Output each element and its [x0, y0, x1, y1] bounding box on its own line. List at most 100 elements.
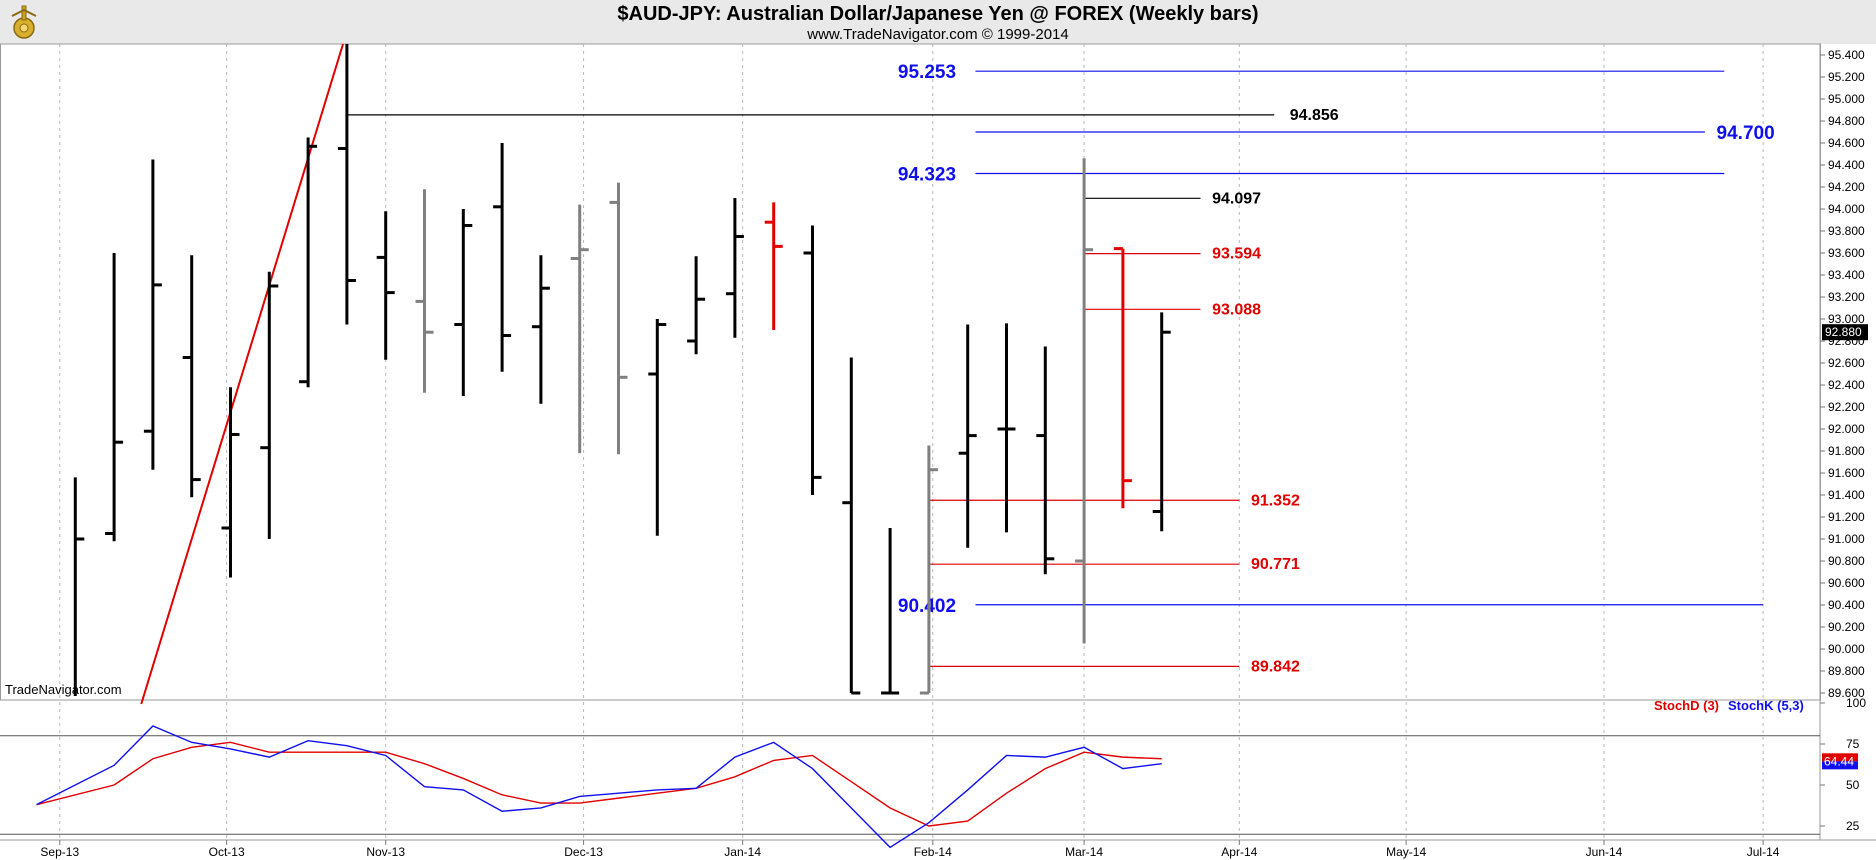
- level-label: 93.088: [1212, 301, 1261, 318]
- ohlc-bar: [182, 255, 201, 498]
- ohlc-bar: [105, 253, 124, 542]
- legend-stochk: StochK (5,3): [1728, 698, 1804, 713]
- y-tick-label: 93.600: [1828, 246, 1865, 260]
- title-bar: [0, 0, 1876, 44]
- y-tick-label: 92.600: [1828, 356, 1865, 370]
- ohlc-bar: [1152, 312, 1171, 532]
- ohlc-bar: [337, 44, 356, 325]
- x-tick-label: May-14: [1386, 845, 1426, 859]
- y-tick-label: 91.800: [1828, 444, 1865, 458]
- y-tick-label: 90.200: [1828, 620, 1865, 634]
- stochk-line: [36, 725, 1162, 849]
- y-tick-label: 91.400: [1828, 488, 1865, 502]
- ohlc-bar: [570, 204, 589, 454]
- x-tick-label: Oct-13: [209, 845, 245, 859]
- y-tick-label: 90.400: [1828, 598, 1865, 612]
- y-tick-label: 91.200: [1828, 510, 1865, 524]
- ohlc-bar: [299, 137, 318, 388]
- y-tick-label: 92.400: [1828, 378, 1865, 392]
- ohlc-bar: [687, 256, 706, 355]
- x-tick-label: Jan-14: [724, 845, 761, 859]
- y-tick-label: 95.000: [1828, 92, 1865, 106]
- stoch-last-label: 64.44: [1824, 754, 1854, 768]
- watermark-text: TradeNavigator.com: [5, 682, 122, 697]
- ohlc-bar: [376, 211, 395, 360]
- y-tick-label: 89.800: [1828, 664, 1865, 678]
- ohlc-bar: [803, 225, 822, 495]
- chart-title: $AUD-JPY: Australian Dollar/Japanese Yen…: [617, 3, 1259, 25]
- y-tick-label: 90.800: [1828, 554, 1865, 568]
- trade-navigator-logo-icon: [11, 5, 37, 39]
- last-price-box: [1822, 324, 1868, 341]
- ohlc-bars: [73, 44, 1171, 696]
- stoch-y-tick-label: 50: [1846, 778, 1860, 792]
- ohlc-bar: [725, 198, 744, 338]
- ohlc-bar: [1113, 247, 1132, 509]
- level-label: 89.842: [1251, 658, 1300, 675]
- y-tick-label: 93.200: [1828, 290, 1865, 304]
- level-label: 94.097: [1212, 190, 1261, 207]
- x-tick-label: Feb-14: [914, 845, 952, 859]
- y-tick-label: 94.400: [1828, 158, 1865, 172]
- x-tick-label: Apr-14: [1221, 845, 1257, 859]
- ohlc-bar: [997, 323, 1016, 533]
- chart-subtitle: www.TradeNavigator.com © 1999-2014: [807, 26, 1069, 43]
- ohlc-bar: [609, 182, 628, 455]
- level-label: 94.323: [898, 164, 956, 185]
- ohlc-bar: [842, 357, 861, 695]
- stoch-last-box-bottom: [1822, 761, 1858, 770]
- level-label: 95.253: [898, 62, 956, 83]
- stoch-last-box-top: [1822, 753, 1858, 762]
- y-tick-label: 91.000: [1828, 532, 1865, 546]
- y-tick-label: 89.600: [1828, 686, 1865, 700]
- y-tick-label: 93.000: [1828, 312, 1865, 326]
- y-tick-label: 92.000: [1828, 422, 1865, 436]
- level-label: 90.771: [1251, 556, 1300, 573]
- y-tick-label: 92.200: [1828, 400, 1865, 414]
- x-tick-label: Jun-14: [1586, 845, 1623, 859]
- y-tick-label: 94.200: [1828, 180, 1865, 194]
- y-tick-label: 94.000: [1828, 202, 1865, 216]
- ohlc-bar: [415, 189, 434, 393]
- ohlc-bar: [881, 528, 900, 695]
- ohlc-bar: [919, 445, 938, 695]
- y-tick-label: 94.600: [1828, 136, 1865, 150]
- level-label: 94.700: [1717, 123, 1775, 144]
- y-tick-label: 90.600: [1828, 576, 1865, 590]
- level-label: 93.594: [1212, 246, 1261, 263]
- level-label: 94.856: [1290, 107, 1339, 124]
- ohlc-bar: [73, 477, 85, 696]
- y-tick-label: 90.000: [1828, 642, 1865, 656]
- x-tick-label: Jul-14: [1747, 845, 1780, 859]
- ohlc-bar: [493, 143, 512, 372]
- stochd-line: [36, 741, 1162, 827]
- ohlc-bar: [764, 202, 783, 330]
- y-tick-label: 93.400: [1828, 268, 1865, 282]
- level-label: 91.352: [1251, 492, 1300, 509]
- x-tick-label: Dec-13: [564, 845, 603, 859]
- stoch-y-tick-label: 25: [1846, 819, 1860, 833]
- stoch-y-tick-label: 100: [1846, 696, 1866, 710]
- x-tick-label: Mar-14: [1065, 845, 1103, 859]
- legend-stochd: StochD (3): [1654, 698, 1719, 713]
- ohlc-bar: [1075, 158, 1094, 644]
- level-label: 90.402: [898, 596, 956, 617]
- x-tick-label: Sep-13: [40, 845, 79, 859]
- x-tick-label: Nov-13: [366, 845, 405, 859]
- y-tick-label: 95.400: [1828, 48, 1865, 62]
- ohlc-bar: [454, 209, 473, 396]
- ohlc-bar: [958, 324, 977, 548]
- ohlc-bar: [531, 255, 550, 404]
- y-tick-label: 93.800: [1828, 224, 1865, 238]
- stoch-y-tick-label: 75: [1846, 737, 1860, 751]
- ohlc-bar: [221, 387, 240, 578]
- ohlc-bar: [143, 159, 162, 470]
- ohlc-bar: [1036, 346, 1055, 575]
- ohlc-bar: [260, 271, 279, 539]
- last-price-label: 92.880: [1825, 325, 1862, 339]
- ohlc-bar: [648, 319, 667, 536]
- y-tick-label: 91.600: [1828, 466, 1865, 480]
- y-tick-label: 94.800: [1828, 114, 1865, 128]
